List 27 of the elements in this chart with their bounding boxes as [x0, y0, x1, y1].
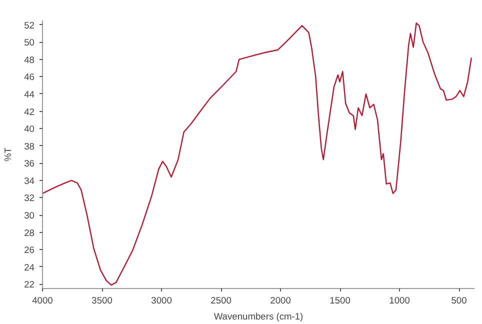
y-tick-label: 42: [24, 106, 35, 117]
x-tick-label: 2000: [270, 296, 291, 306]
x-tick-label: 4000: [32, 296, 53, 306]
y-axis-title: %T: [3, 147, 14, 162]
y-tick-label: 44: [24, 89, 35, 100]
y-tick-label: 30: [24, 210, 35, 221]
y-tick-label: 34: [24, 176, 35, 186]
x-tick-label: 1000: [389, 296, 410, 306]
y-tick-label: 40: [24, 124, 35, 134]
x-tick-label: 3000: [151, 296, 172, 306]
y-tick-label: 26: [24, 245, 35, 256]
x-tick-label: 1500: [330, 296, 350, 306]
y-tick-label: 50: [24, 38, 35, 48]
y-tick-label: 38: [24, 141, 35, 152]
y-tick-label: 46: [24, 72, 35, 82]
y-tick-label: 28: [24, 228, 35, 238]
y-tick-label: 48: [24, 54, 35, 65]
y-tick-label: 24: [24, 262, 35, 272]
x-tick-label: 3500: [92, 296, 112, 306]
x-axis-title: Wavenumbers (cm-1): [214, 312, 304, 322]
line-series: [42, 22, 472, 286]
x-tick-label: 500: [451, 296, 467, 306]
y-tick-label: 52: [24, 20, 35, 30]
y-tick-label: 22: [24, 280, 35, 290]
x-tick-label: 2500: [210, 296, 232, 306]
y-tick-label: 36: [24, 158, 35, 169]
y-tick-label: 32: [24, 193, 35, 204]
